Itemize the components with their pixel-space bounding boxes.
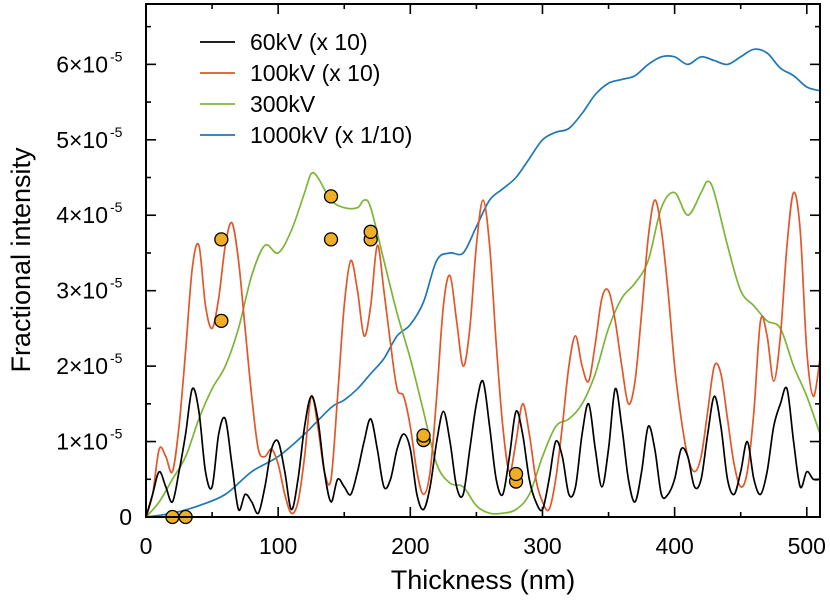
- marker-point-9: [416, 428, 431, 443]
- x-tick-label-0: 0: [140, 533, 153, 559]
- legend-label-0: 60kV (x 10): [250, 29, 368, 55]
- legend: 60kV (x 10) 100kV (x 10) 300kV 1000kV (x 1/…: [200, 29, 412, 148]
- marker-point-3: [214, 232, 229, 247]
- marker-point-11: [508, 466, 524, 482]
- x-axis-title: Thickness (nm): [391, 565, 576, 595]
- y-tick-label-3: 3×10: [56, 278, 108, 304]
- y-axis-title: Fractional intensity: [6, 147, 36, 373]
- plot-frame: [145, 3, 821, 518]
- marker-point-7: [363, 224, 378, 239]
- x-tick-label-2: 200: [391, 533, 429, 559]
- x-tick-label-5: 500: [788, 533, 826, 559]
- y-tick-label-0: 0: [119, 504, 132, 530]
- y-tick-exponent-1: -5: [110, 426, 123, 442]
- y-tick-exponent-2: -5: [110, 350, 123, 366]
- y-tick-label-4: 4×10: [56, 202, 108, 228]
- y-tick-exponent-4: -5: [110, 199, 123, 215]
- y-tick-exponent-6: -5: [110, 48, 123, 64]
- marker-point-5: [323, 189, 339, 204]
- y-tick-label-1: 1×10: [56, 429, 108, 455]
- y-tick-label-6: 6×10: [56, 51, 108, 77]
- legend-label-1: 100kV (x 10): [250, 60, 380, 86]
- legend-label-3: 1000kV (x 1/10): [250, 122, 412, 148]
- y-tick-exponent-5: -5: [110, 124, 123, 140]
- y-tick-label-2: 2×10: [56, 353, 108, 379]
- series-line-2: [146, 171, 820, 517]
- legend-label-2: 300kV: [250, 91, 316, 117]
- series-line-0: [146, 379, 820, 517]
- marker-point-4: [323, 232, 339, 247]
- y-tick-label-5: 5×10: [56, 127, 108, 153]
- series-line-1: [146, 191, 820, 517]
- marker-point-2: [214, 313, 229, 329]
- x-tick-label-3: 300: [523, 533, 561, 559]
- x-tick-label-4: 400: [655, 533, 693, 559]
- series-line-3: [146, 48, 820, 517]
- x-tick-label-1: 100: [259, 533, 297, 559]
- y-tick-exponent-3: -5: [110, 275, 123, 291]
